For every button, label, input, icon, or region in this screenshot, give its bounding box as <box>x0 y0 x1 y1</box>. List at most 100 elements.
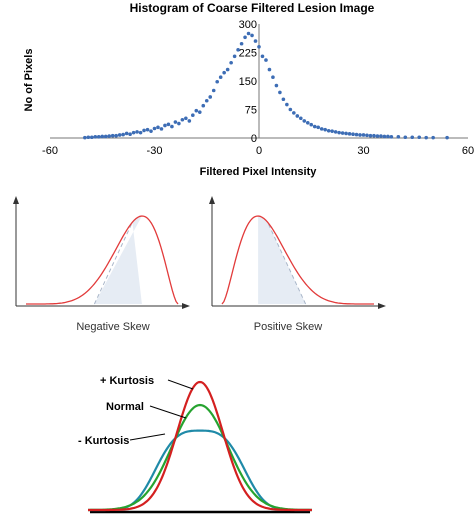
neg-skew-y-arrow <box>13 196 19 204</box>
histogram-x-tick-label: -60 <box>42 145 58 157</box>
histogram-point <box>351 132 355 136</box>
histogram-point <box>83 135 87 140</box>
histogram-point <box>93 135 98 139</box>
histogram-point <box>372 133 376 138</box>
histogram-point <box>299 116 303 121</box>
histogram-point <box>386 134 390 139</box>
histogram-point <box>330 129 334 133</box>
histogram-point <box>131 130 136 135</box>
pos-skew-y-arrow <box>209 196 215 204</box>
histogram-point <box>340 131 345 135</box>
histogram-point <box>309 122 314 127</box>
kurtosis-label-normal: Normal <box>106 401 144 413</box>
negative-skew-chart: Negative Skew <box>13 196 190 333</box>
positive-skew-chart: Positive Skew <box>209 196 386 333</box>
histogram-point <box>96 135 101 139</box>
histogram-point <box>100 134 105 139</box>
histogram-point <box>191 113 195 117</box>
histogram-point <box>173 120 178 124</box>
histogram-point <box>156 125 160 130</box>
histogram-point <box>260 54 265 59</box>
kurtosis-curve <box>88 380 312 512</box>
histogram-point <box>379 134 383 138</box>
histogram-point <box>180 117 185 122</box>
histogram-point <box>215 79 219 84</box>
histogram-point <box>337 130 341 135</box>
neg-skew-x-arrow <box>182 303 190 309</box>
histogram-point <box>246 31 251 36</box>
histogram-point <box>236 48 240 52</box>
histogram-point <box>243 35 247 40</box>
histogram-point <box>225 67 230 72</box>
histogram-title: Histogram of Coarse Filtered Lesion Imag… <box>130 1 375 15</box>
histogram-point <box>117 133 122 137</box>
histogram-point <box>316 125 321 130</box>
histogram-point <box>124 131 129 136</box>
kurtosis-label-minus: - Kurtosis <box>78 435 129 447</box>
histogram-point <box>138 130 143 135</box>
histogram-point <box>114 133 118 138</box>
histogram-point <box>163 123 167 128</box>
kurtosis-chart: + Kurtosis Normal - Kurtosis <box>78 375 312 514</box>
histogram-point <box>194 108 199 113</box>
histogram-point <box>159 127 164 131</box>
histogram-point <box>382 134 387 139</box>
neg-skew-curve <box>26 215 179 305</box>
kurtosis-pointer-normal <box>149 405 187 419</box>
histogram-x-tick-label: 0 <box>256 145 262 157</box>
histogram-point <box>333 130 338 134</box>
histogram-y-label: No of Pixels <box>23 49 35 112</box>
histogram-point <box>389 135 394 139</box>
histogram-point <box>267 67 272 72</box>
histogram-point <box>142 128 146 133</box>
histogram-point <box>368 133 373 138</box>
histogram-point <box>187 119 192 123</box>
histogram-point <box>110 133 115 138</box>
pos-skew-shade <box>258 216 306 304</box>
histogram-point <box>417 135 422 140</box>
histogram-point <box>305 121 310 125</box>
histogram-point <box>152 126 157 131</box>
neg-skew-shade <box>94 216 142 304</box>
kurtosis-pointer-plus <box>167 379 194 390</box>
histogram-point <box>375 134 380 138</box>
histogram-point <box>218 75 223 79</box>
histogram-point <box>295 114 300 118</box>
histogram-point <box>319 127 324 131</box>
pos-skew-x-arrow <box>378 303 386 309</box>
histogram-point <box>326 128 331 133</box>
histogram-tick-labels: -60 -30 0 30 60 0 75 150 225 300 <box>42 19 474 157</box>
histogram-x-tick-label: 60 <box>462 145 474 157</box>
kurtosis-curve <box>88 403 312 512</box>
histogram-point <box>347 132 352 136</box>
pos-skew-caption: Positive Skew <box>254 321 323 333</box>
histogram-point <box>361 133 366 137</box>
histogram-point <box>257 45 261 49</box>
histogram-point <box>201 103 206 108</box>
histogram-point <box>281 97 286 102</box>
histogram-x-tick-label: 30 <box>357 145 369 157</box>
histogram-point <box>177 121 181 126</box>
histogram-point <box>239 41 244 46</box>
histogram-point <box>312 124 317 129</box>
histogram-y-tick-label: 300 <box>239 19 257 31</box>
kurtosis-pointer-minus <box>129 433 166 441</box>
histogram-point <box>365 133 369 138</box>
histogram-point <box>285 102 289 107</box>
histogram-point <box>250 33 254 38</box>
histogram-point <box>107 134 112 138</box>
histogram-point <box>204 98 209 103</box>
histogram-point <box>403 135 408 140</box>
histogram-point <box>184 116 188 121</box>
histogram-point <box>445 135 449 140</box>
neg-skew-caption: Negative Skew <box>76 321 149 333</box>
histogram-point <box>302 119 307 123</box>
histogram-point <box>396 135 401 139</box>
histogram-point <box>232 54 237 59</box>
histogram-point <box>208 95 213 99</box>
histogram-y-tick-label: 75 <box>245 105 257 117</box>
histogram-point <box>323 127 327 132</box>
histogram-point <box>264 58 268 62</box>
histogram-point <box>271 75 275 79</box>
